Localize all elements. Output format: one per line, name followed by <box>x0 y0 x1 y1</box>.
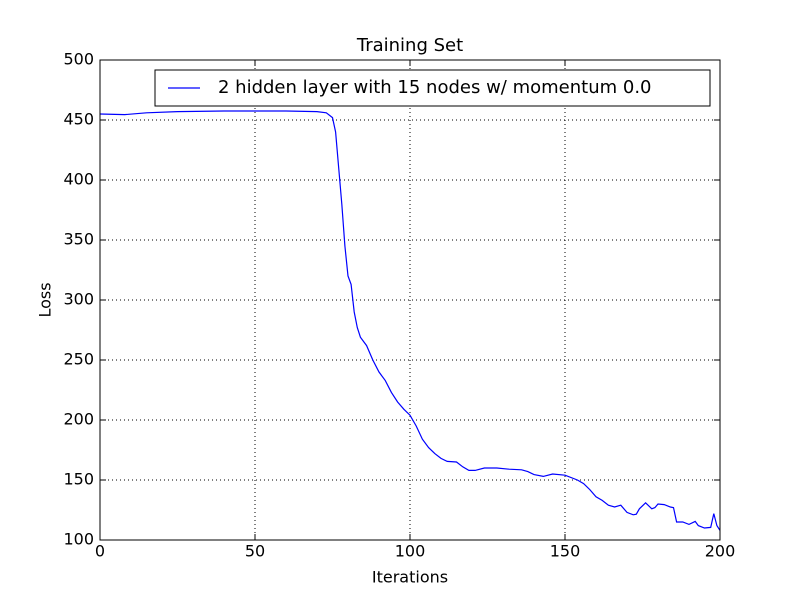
legend-box <box>154 69 711 107</box>
x-tick-label: 100 <box>395 542 426 561</box>
y-tick-label: 350 <box>63 230 94 249</box>
y-tick-label: 200 <box>63 410 94 429</box>
y-tick-label: 150 <box>63 470 94 489</box>
x-tick-label: 50 <box>245 542 265 561</box>
y-tick-label: 100 <box>63 530 94 549</box>
y-tick-label: 400 <box>63 170 94 189</box>
legend-label: 2 hidden layer with 15 nodes w/ momentum… <box>218 77 652 98</box>
y-tick-label: 250 <box>63 350 94 369</box>
x-axis-label: Iterations <box>372 568 448 587</box>
y-tick-label: 450 <box>63 110 94 129</box>
x-tick-label: 200 <box>705 542 736 561</box>
y-tick-label: 500 <box>63 50 94 69</box>
y-tick-label: 300 <box>63 290 94 309</box>
x-tick-label: 150 <box>550 542 581 561</box>
data-line <box>99 110 721 531</box>
y-axis-label: Loss <box>36 282 55 317</box>
chart-title: Training Set <box>356 35 463 56</box>
plot-frame <box>99 59 721 541</box>
x-tick-label: 0 <box>95 542 105 561</box>
